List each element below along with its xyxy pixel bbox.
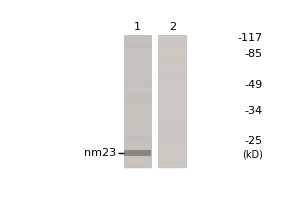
Bar: [124, 35, 152, 167]
Text: 1: 1: [134, 22, 141, 32]
Text: -117: -117: [238, 33, 263, 43]
Text: -34: -34: [245, 106, 263, 116]
Text: -85: -85: [245, 49, 263, 59]
Text: -49: -49: [245, 80, 263, 90]
Text: nm23: nm23: [84, 148, 116, 158]
Bar: [158, 35, 186, 167]
Bar: [124, 150, 152, 156]
Text: 2: 2: [169, 22, 176, 32]
Text: (kD): (kD): [242, 150, 263, 160]
Text: -25: -25: [245, 136, 263, 146]
